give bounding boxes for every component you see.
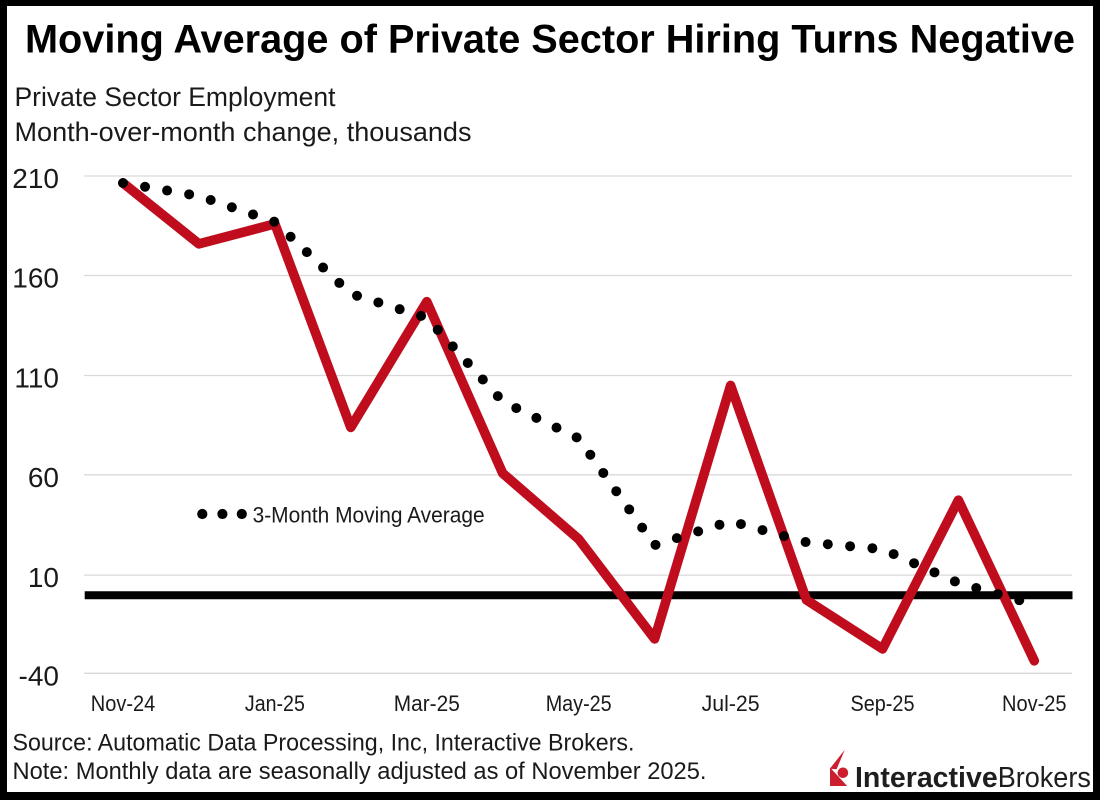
svg-text:Jul-25: Jul-25 <box>702 691 760 716</box>
svg-text:Month-over-month change, thous: Month-over-month change, thousands <box>15 117 472 147</box>
svg-text:3-Month Moving Average: 3-Month Moving Average <box>253 503 485 528</box>
svg-text:Sep-25: Sep-25 <box>851 691 915 716</box>
svg-text:10: 10 <box>28 562 59 593</box>
svg-text:110: 110 <box>14 363 59 394</box>
svg-text:Mar-25: Mar-25 <box>394 691 460 716</box>
svg-text:160: 160 <box>12 263 59 294</box>
svg-text:210: 210 <box>12 163 59 194</box>
svg-text:60: 60 <box>28 462 59 493</box>
svg-text:May-25: May-25 <box>546 691 612 716</box>
svg-text:-40: -40 <box>19 660 59 691</box>
svg-text:InteractiveBrokers: InteractiveBrokers <box>855 762 1091 794</box>
svg-text:Source: Automatic Data Process: Source: Automatic Data Processing, Inc, … <box>13 730 635 757</box>
svg-text:Jan-25: Jan-25 <box>245 691 305 716</box>
svg-text:Private Sector Employment: Private Sector Employment <box>15 82 336 112</box>
svg-text:Moving Average of Private Sect: Moving Average of Private Sector Hiring … <box>25 17 1075 61</box>
svg-text:Note: Monthly data are seasona: Note: Monthly data are seasonally adjust… <box>13 758 707 785</box>
svg-text:Nov-24: Nov-24 <box>91 691 156 716</box>
svg-text:Nov-25: Nov-25 <box>1002 691 1067 716</box>
